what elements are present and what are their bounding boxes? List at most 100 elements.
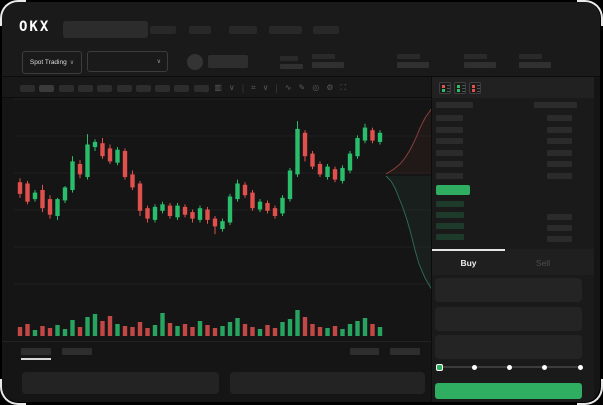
bottom-tab[interactable] bbox=[390, 348, 420, 355]
icon-dash bbox=[447, 91, 450, 92]
ask-price-placeholder[interactable] bbox=[436, 138, 463, 144]
buy-submit-button[interactable] bbox=[435, 383, 582, 399]
active-tab-underline bbox=[21, 358, 51, 360]
pair-name-placeholder bbox=[208, 55, 248, 68]
order-input-field[interactable] bbox=[435, 278, 582, 302]
icon-dash bbox=[447, 88, 450, 89]
ask-price-placeholder[interactable] bbox=[436, 126, 463, 133]
orders-panel-placeholder bbox=[22, 372, 219, 394]
book-asks-icon[interactable] bbox=[469, 82, 481, 94]
timeframe-button[interactable] bbox=[155, 85, 171, 92]
icon-dash bbox=[477, 88, 480, 89]
stat-value-placeholder bbox=[519, 62, 551, 68]
stat-label-placeholder bbox=[464, 54, 487, 59]
search-input[interactable] bbox=[63, 21, 148, 38]
nav-item-placeholder[interactable] bbox=[150, 26, 176, 34]
icon-bar bbox=[457, 89, 460, 92]
candlestick-chart[interactable] bbox=[14, 98, 432, 342]
divider bbox=[431, 77, 432, 402]
bottom-tab[interactable] bbox=[62, 348, 92, 355]
coin-icon bbox=[187, 54, 203, 70]
ask-price-placeholder[interactable] bbox=[436, 172, 463, 179]
order-input-field[interactable] bbox=[435, 335, 582, 359]
timeframe-button[interactable] bbox=[174, 85, 190, 92]
bid-amount-placeholder bbox=[547, 214, 572, 220]
order-input-field[interactable] bbox=[435, 307, 582, 331]
settings-icon[interactable]: ⚙ bbox=[326, 83, 334, 92]
bid-price-placeholder[interactable] bbox=[436, 234, 464, 240]
candle-type-icon[interactable]: ▥ bbox=[214, 83, 222, 92]
bottom-tab[interactable] bbox=[21, 348, 51, 355]
okx-logo[interactable]: OKX bbox=[19, 19, 51, 35]
icon-dash bbox=[462, 91, 465, 92]
icon-bar bbox=[442, 85, 445, 88]
stat-value-placeholder bbox=[464, 62, 496, 68]
timeframe-button[interactable] bbox=[77, 85, 93, 92]
divider bbox=[2, 341, 432, 342]
chevron-down-icon[interactable]: ∨ bbox=[228, 83, 235, 92]
stat-value-placeholder bbox=[397, 62, 429, 68]
slider-stop[interactable] bbox=[542, 364, 548, 370]
book-combined-icon[interactable] bbox=[439, 82, 451, 94]
icon-dash bbox=[462, 85, 465, 86]
line-tool-icon[interactable]: ∿ bbox=[284, 83, 292, 92]
bid-price-placeholder[interactable] bbox=[436, 223, 464, 229]
nav-item-placeholder[interactable] bbox=[189, 26, 211, 34]
timeframe-button[interactable] bbox=[135, 85, 151, 92]
timeframe-button[interactable] bbox=[97, 85, 113, 92]
icon-bar bbox=[457, 85, 460, 88]
ask-price-placeholder[interactable] bbox=[436, 161, 463, 167]
top-header bbox=[2, 2, 600, 76]
price-placeholder bbox=[280, 64, 303, 69]
timeframe-button[interactable] bbox=[58, 85, 74, 92]
bid-price-placeholder[interactable] bbox=[436, 201, 464, 207]
timeframe-button[interactable] bbox=[39, 85, 55, 92]
bid-price-placeholder[interactable] bbox=[436, 212, 464, 218]
bid-amount-placeholder bbox=[547, 225, 572, 231]
draw-tool-icon[interactable]: ✎ bbox=[298, 83, 306, 92]
price-placeholder bbox=[280, 56, 298, 61]
app-window: OKX Spot Trading ∨ ∨ |▥∨|⌗∨|∿✎◎⚙⛶ Buy Se… bbox=[2, 2, 600, 402]
stat-label-placeholder bbox=[397, 54, 420, 59]
divider bbox=[2, 97, 432, 98]
indicators-icon[interactable]: ⌗ bbox=[251, 82, 256, 92]
tab-buy[interactable]: Buy bbox=[460, 258, 477, 268]
chevron-down-icon[interactable]: ∨ bbox=[262, 83, 269, 92]
pair-selector-dropdown[interactable]: ∨ bbox=[87, 51, 168, 72]
orders-panel-placeholder bbox=[230, 372, 425, 394]
ask-amount-placeholder bbox=[547, 149, 572, 156]
chart-toolbar bbox=[2, 77, 432, 98]
ask-amount-placeholder bbox=[547, 115, 572, 121]
divider: | bbox=[241, 82, 245, 93]
ask-price-placeholder[interactable] bbox=[436, 149, 463, 156]
bid-amount-placeholder bbox=[547, 236, 572, 242]
ask-amount-placeholder bbox=[547, 126, 572, 133]
timeframe-button[interactable] bbox=[20, 85, 35, 92]
book-header-placeholder bbox=[436, 102, 473, 108]
icon-bar bbox=[472, 89, 475, 92]
slider-stop[interactable] bbox=[577, 364, 583, 370]
slider-handle[interactable] bbox=[435, 363, 443, 371]
slider-stop[interactable] bbox=[471, 364, 477, 370]
icon-bar bbox=[442, 89, 445, 92]
market-type-dropdown[interactable]: Spot Trading ∨ bbox=[22, 51, 82, 74]
chevron-down-icon: ∨ bbox=[156, 59, 161, 65]
icon-dash bbox=[477, 91, 480, 92]
slider-stop[interactable] bbox=[507, 364, 512, 370]
market-type-label: Spot Trading bbox=[29, 59, 67, 66]
divider: | bbox=[275, 82, 278, 93]
bottom-tab[interactable] bbox=[350, 348, 379, 355]
timeframe-button[interactable] bbox=[116, 85, 132, 92]
book-header-placeholder bbox=[534, 102, 577, 108]
timeframe-button[interactable] bbox=[193, 85, 209, 92]
nav-item-placeholder[interactable] bbox=[313, 26, 339, 34]
fullscreen-icon[interactable]: ⛶ bbox=[340, 82, 346, 92]
buy-tab-underline bbox=[432, 249, 505, 251]
tab-sell[interactable]: Sell bbox=[535, 258, 551, 268]
nav-item-placeholder[interactable] bbox=[269, 26, 302, 34]
book-bids-icon[interactable] bbox=[454, 82, 466, 94]
ask-price-placeholder[interactable] bbox=[436, 115, 463, 121]
snapshot-icon[interactable]: ◎ bbox=[312, 83, 320, 92]
nav-item-placeholder[interactable] bbox=[229, 26, 257, 34]
chevron-down-icon: ∨ bbox=[69, 60, 75, 66]
